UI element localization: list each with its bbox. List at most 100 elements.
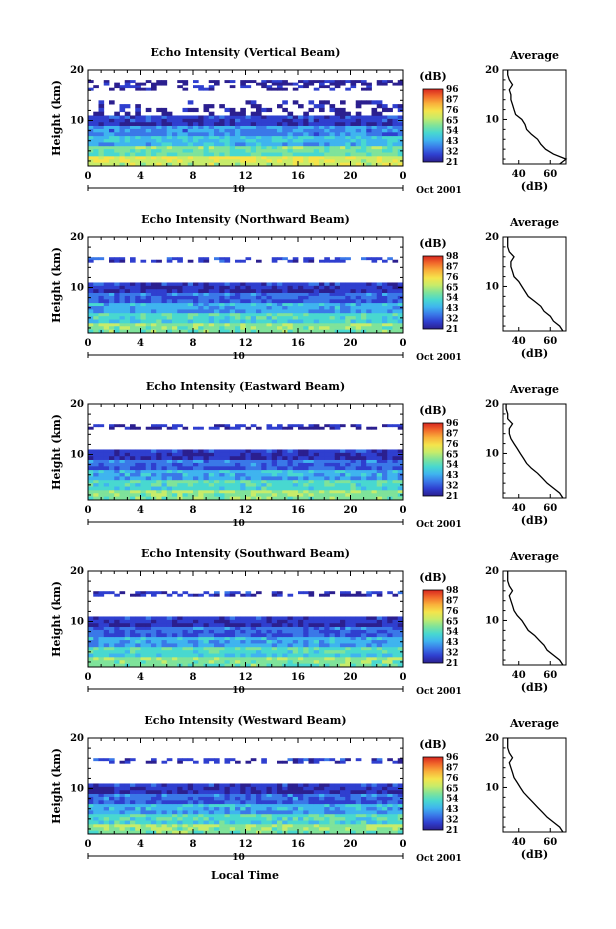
heatmap-cell <box>298 486 304 491</box>
heatmap-cell <box>392 496 399 501</box>
heatmap-cell <box>98 285 105 290</box>
heatmap-cell <box>298 660 304 665</box>
heatmap-cell <box>229 285 236 290</box>
heatmap-cell <box>140 593 147 597</box>
heatmap-cell <box>124 312 131 317</box>
heatmap-cell <box>313 306 320 310</box>
heatmap-cell <box>334 125 341 130</box>
heatmap-cell <box>182 142 189 147</box>
heatmap-cell <box>355 152 362 157</box>
heatmap-cell <box>214 643 220 648</box>
heatmap-cell <box>324 326 330 331</box>
heatmap-cell <box>392 827 399 832</box>
heatmap-cell <box>172 139 178 143</box>
heatmap-cell <box>114 289 120 293</box>
heatmap-cell <box>366 162 372 167</box>
heatmap-cell <box>340 128 346 133</box>
heatmap-cell <box>214 813 220 818</box>
heatmap-cell <box>151 452 157 457</box>
heatmap-cell <box>193 636 199 641</box>
heatmap-cell <box>172 452 178 457</box>
heatmap-cell <box>224 159 231 164</box>
heatmap-cell <box>177 810 183 815</box>
heatmap-cell <box>387 489 393 494</box>
heatmap-cell <box>93 302 99 307</box>
heatmap-cell <box>93 459 99 464</box>
heatmap-cell <box>135 476 141 481</box>
heatmap-cell <box>156 650 162 654</box>
heatmap-cell <box>103 142 110 147</box>
heatmap-cell <box>397 145 404 150</box>
heatmap-cell <box>177 653 183 658</box>
heatmap-cell <box>245 616 252 621</box>
heatmap-cell <box>135 299 141 304</box>
heatmap-cell <box>119 656 126 661</box>
heatmap-cell <box>130 292 136 297</box>
heatmap-cell <box>219 473 225 477</box>
heatmap-cell <box>292 629 299 634</box>
heatmap-cell <box>193 623 199 627</box>
heatmap-cell <box>193 299 199 304</box>
heatmap-cell <box>277 85 283 89</box>
heatmap-cell <box>350 162 357 167</box>
heatmap-cell <box>371 462 378 467</box>
heatmap-cell <box>177 650 183 654</box>
heatmap-cell <box>145 155 152 160</box>
heatmap-cell <box>161 496 168 501</box>
heatmap-cell <box>130 155 136 160</box>
heatmap-cell <box>334 827 341 832</box>
heatmap-cell <box>151 135 157 140</box>
heatmap-cell <box>182 813 189 818</box>
heatmap-cell <box>229 282 236 287</box>
heatmap-cell <box>156 646 162 651</box>
heatmap-cell <box>392 306 399 310</box>
heatmap-cell <box>371 128 378 133</box>
heatmap-cell <box>88 643 94 648</box>
heatmap-cell <box>256 462 262 467</box>
heatmap-cell <box>250 449 257 454</box>
heatmap-cell <box>250 476 257 481</box>
heatmap-cell <box>156 459 162 464</box>
heatmap-cell <box>355 142 362 147</box>
heatmap-cell <box>256 643 262 648</box>
heatmap-cell <box>245 282 252 287</box>
heatmap-cell <box>376 830 383 835</box>
heatmap-cell <box>250 145 257 150</box>
heatmap-cell <box>203 466 210 471</box>
heatmap-cell <box>308 285 315 290</box>
heatmap-cell <box>166 125 173 130</box>
heatmap-cell <box>124 299 131 304</box>
heatmap-cell <box>172 486 178 491</box>
heatmap-cell <box>135 122 141 126</box>
heatmap-cell <box>224 616 231 621</box>
heatmap-cell <box>266 135 273 140</box>
heatmap-cell <box>193 145 199 150</box>
heatmap-cell <box>266 295 273 300</box>
heatmap-cell <box>98 619 105 624</box>
heatmap-cell <box>98 100 105 105</box>
heatmap-cell <box>350 125 357 130</box>
heatmap-cell <box>182 656 189 661</box>
heatmap-cell <box>161 636 168 641</box>
heatmap-cell <box>250 302 257 307</box>
heatmap-cell <box>103 302 110 307</box>
heatmap-cell <box>109 128 115 133</box>
heatmap-cell <box>240 145 246 150</box>
heatmap-cell <box>198 473 204 477</box>
heatmap-cell <box>329 656 336 661</box>
heatmap-cell <box>235 115 241 120</box>
heatmap-cell <box>98 483 105 487</box>
heatmap-cell <box>145 803 152 808</box>
heatmap-cell <box>145 309 152 314</box>
heatmap-cell <box>382 486 388 491</box>
heatmap-cell <box>313 636 320 641</box>
heatmap-cell <box>224 476 231 481</box>
heatmap-cell <box>261 316 267 320</box>
heatmap-cell <box>224 145 231 150</box>
heatmap-cell <box>256 469 262 474</box>
heatmap-cell <box>161 125 168 130</box>
heatmap-cell <box>177 312 183 317</box>
heatmap-cell <box>177 322 183 327</box>
heatmap-cell <box>282 289 288 293</box>
colorbar-tick-label: 76 <box>446 273 459 283</box>
